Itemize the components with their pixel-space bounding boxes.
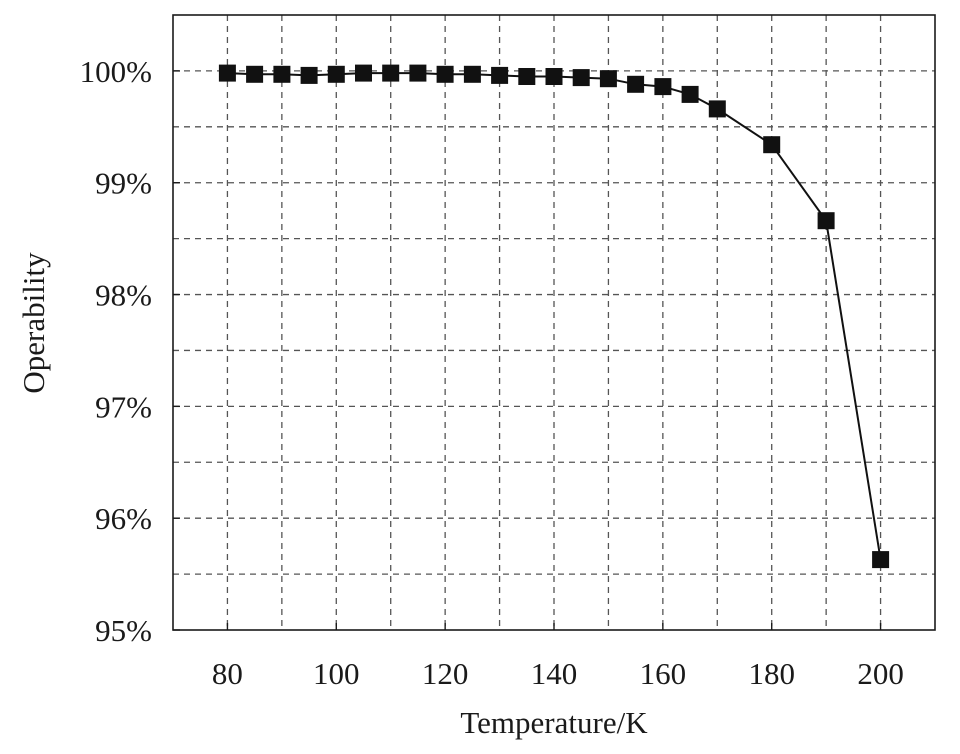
axis-ticks [173,70,882,631]
x-tick-label-200: 200 [857,656,904,691]
data-point-180 [763,136,781,154]
data-point-100 [327,65,345,83]
y-tick-label-99-pct: 99% [95,166,152,201]
x-tick-label-100: 100 [313,656,360,691]
y-tick-labels: 95% 96% 97% 98% 99% 100% [80,54,152,648]
data-point-160 [654,78,672,96]
x-tick-labels: 80 100 120 140 160 180 200 [212,656,904,691]
data-point-135 [518,68,536,85]
series-line [227,72,882,560]
data-point-130 [491,66,509,84]
series-operability [218,64,890,569]
data-point-80 [218,64,236,82]
data-point-120 [436,65,454,83]
y-tick-label-96-pct: 96% [95,501,152,536]
x-axis-title: Temperature/K [460,705,648,740]
data-point-140 [545,68,563,85]
data-point-110 [382,64,400,82]
data-point-95 [300,66,318,84]
y-tick-label-98-pct: 98% [95,278,152,313]
data-point-90 [273,65,291,83]
data-point-145 [572,69,590,87]
y-tick-label-100-pct: 100% [80,54,152,89]
x-tick-label-160: 160 [640,656,687,691]
data-point-85 [246,65,264,83]
x-tick-label-80: 80 [212,656,243,691]
data-point-155 [627,75,645,93]
y-tick-label-97-pct: 97% [95,389,152,424]
data-point-170 [708,100,726,118]
data-point-165 [681,85,699,103]
data-point-125 [463,65,481,83]
data-point-190 [817,212,835,230]
data-point-105 [355,64,372,82]
data-point-150 [599,70,617,88]
data-point-200 [872,551,890,569]
y-axis-title: Operability [16,252,51,394]
grid-lines [173,15,935,630]
x-tick-label-180: 180 [748,656,795,691]
x-tick-label-140: 140 [531,656,578,691]
y-tick-label-95-pct: 95% [95,613,152,648]
data-point-115 [409,64,427,82]
x-tick-label-120: 120 [422,656,469,691]
